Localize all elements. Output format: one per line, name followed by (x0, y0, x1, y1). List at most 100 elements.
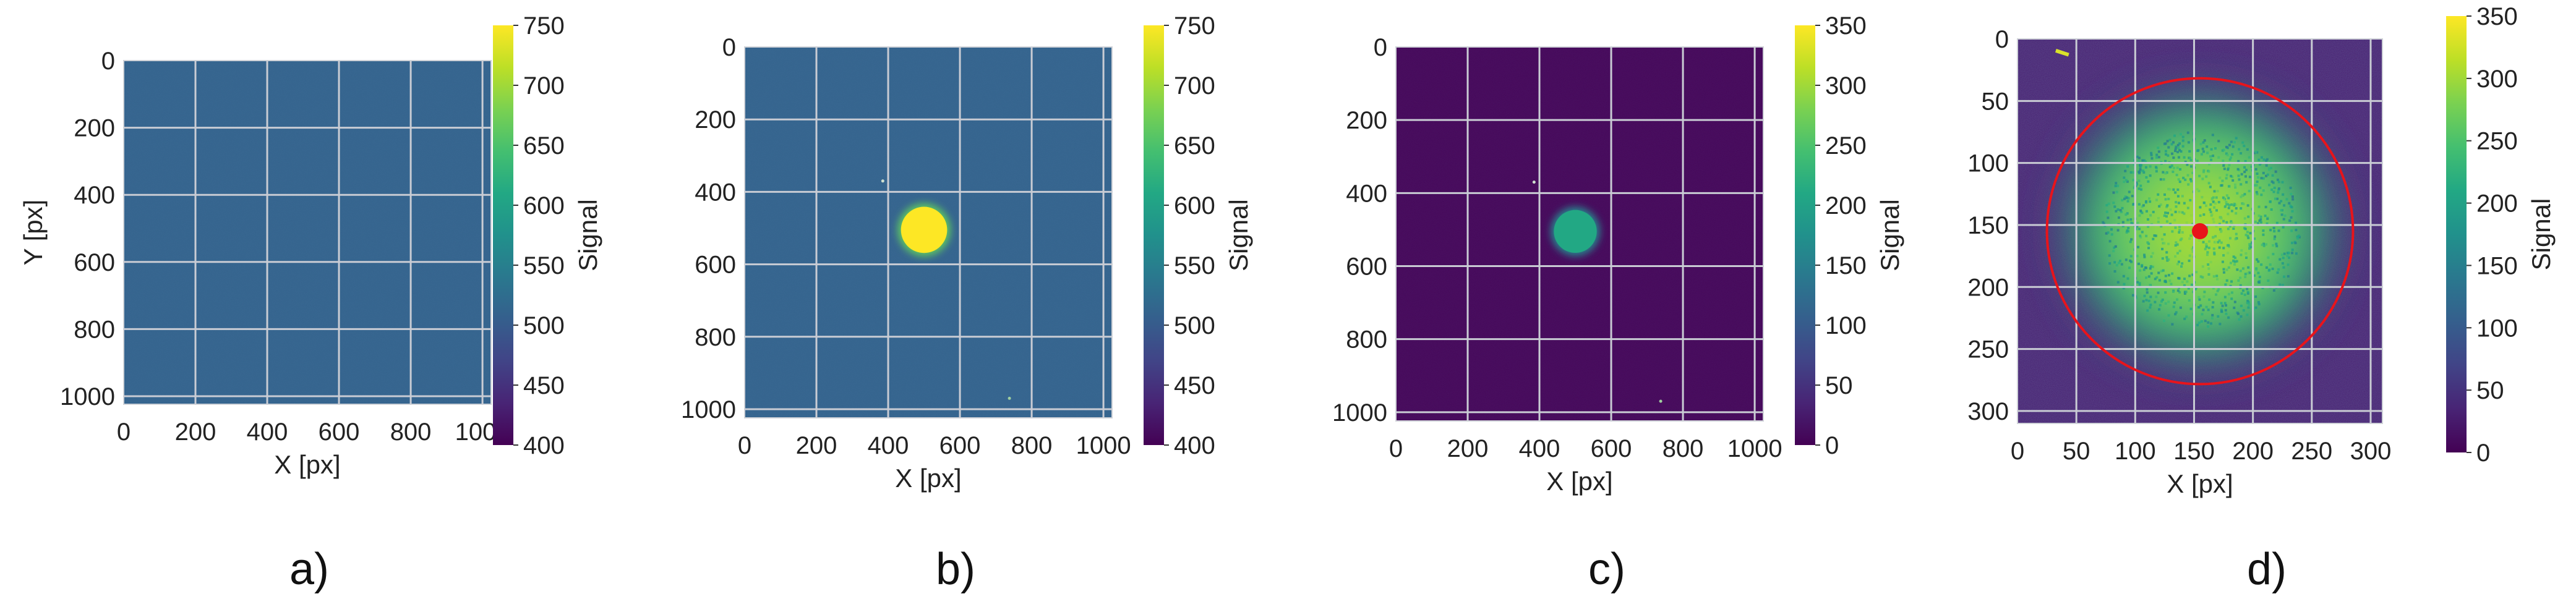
speckle-pixel (2214, 240, 2217, 244)
speckle-pixel (2139, 184, 2142, 187)
speckle-pixel (2250, 165, 2253, 168)
speckle-pixel (2273, 237, 2276, 240)
speckle-pixel (2190, 228, 2193, 231)
speckle-pixel (2266, 158, 2269, 161)
speckle-pixel (2152, 211, 2155, 214)
speckle-pixel (2125, 213, 2128, 216)
speckle-pixel (2167, 314, 2170, 317)
speckle-pixel (2220, 230, 2223, 233)
speckle-pixel (2241, 194, 2244, 197)
speckle-pixel (2174, 150, 2177, 153)
speckle-pixel (2280, 253, 2283, 257)
speckle-pixel (2279, 258, 2282, 261)
speckle-pixel (2191, 248, 2194, 251)
speckle-pixel (2178, 180, 2181, 184)
speckle-pixel (2112, 202, 2115, 205)
speckle-pixel (2256, 222, 2259, 225)
speckle-pixel (2149, 304, 2152, 307)
speckle-pixel (2232, 145, 2235, 148)
speckle-pixel (2123, 180, 2126, 184)
speckle-pixel (2191, 250, 2194, 253)
speckle-pixel (2162, 269, 2165, 272)
speckle-pixel (2165, 171, 2168, 174)
speckle-pixel (2272, 190, 2275, 193)
colorbar (2446, 16, 2467, 452)
speckle-pixel (2195, 271, 2198, 274)
speckle-pixel (2110, 228, 2113, 231)
colorbar-tick-label: 450 (1174, 372, 1215, 399)
speckle-pixel (2121, 221, 2125, 224)
colorbar-tick-label: 700 (523, 72, 565, 100)
speckle-pixel (2162, 171, 2165, 174)
speckle-pixel (2170, 143, 2173, 146)
speckle-pixel (2212, 218, 2215, 221)
speckle-pixel (2223, 302, 2227, 305)
speckle-pixel (2211, 313, 2214, 316)
speckle-pixel (2282, 193, 2285, 196)
speckle-pixel (2212, 236, 2215, 239)
speckle-pixel (2134, 227, 2137, 231)
speckle-pixel (2210, 214, 2213, 217)
speckle-pixel (2244, 234, 2248, 237)
hot-pixel (881, 179, 884, 183)
speckle-pixel (2161, 298, 2164, 301)
speckle-pixel (2138, 172, 2141, 175)
speckle-pixel (2116, 281, 2120, 284)
speckle-pixel (2167, 300, 2170, 304)
speckle-pixel (2186, 280, 2189, 283)
speckle-pixel (2291, 195, 2294, 198)
speckle-pixel (2164, 302, 2167, 305)
speckle-pixel (2129, 255, 2133, 258)
speckle-pixel (2254, 150, 2257, 153)
speckle-pixel (2255, 268, 2258, 271)
speckle-pixel (2225, 200, 2228, 203)
speckle-pixel (2150, 255, 2153, 258)
speckle-pixel (2226, 153, 2229, 156)
speckle-pixel (2240, 172, 2243, 176)
panel-label: b) (936, 545, 975, 594)
y-tick-label: 1000 (60, 383, 115, 410)
speckle-pixel (2266, 222, 2269, 225)
x-tick-label: 800 (390, 418, 432, 446)
speckle-pixel (2186, 206, 2189, 210)
speckle-pixel (2206, 145, 2209, 148)
speckle-pixel (2175, 201, 2178, 204)
speckle-pixel (2167, 274, 2170, 277)
speckle-pixel (2191, 171, 2194, 174)
speckle-pixel (2202, 308, 2205, 312)
speckle-pixel (2133, 203, 2136, 206)
speckle-pixel (2267, 279, 2270, 282)
speckle-pixel (2234, 237, 2237, 240)
speckle-pixel (2137, 171, 2141, 174)
speckle-pixel (2199, 275, 2202, 278)
speckle-pixel (2262, 177, 2265, 180)
speckle-pixel (2237, 312, 2240, 315)
speckle-pixel (2157, 193, 2160, 196)
speckle-pixel (2170, 282, 2173, 286)
speckle-pixel (2149, 200, 2152, 203)
speckle-pixel (2176, 252, 2180, 255)
speckle-pixel (2272, 181, 2275, 184)
speckle-pixel (2221, 304, 2224, 307)
speckle-pixel (2205, 175, 2208, 178)
speckle-pixel (2197, 306, 2201, 309)
speckle-pixel (2233, 204, 2236, 207)
speckle-pixel (2209, 155, 2212, 158)
speckle-pixel (2145, 299, 2148, 302)
speckle-pixel (2210, 197, 2214, 200)
speckle-pixel (2248, 156, 2251, 159)
speckle-pixel (2296, 237, 2300, 240)
speckle-pixel (2146, 218, 2149, 221)
speckle-pixel (2145, 210, 2148, 213)
speckle-pixel (2139, 236, 2142, 239)
colorbar-tick-label: 100 (2476, 315, 2518, 342)
speckle-pixel (2243, 166, 2246, 169)
speckle-pixel (2196, 159, 2199, 163)
speckle-pixel (2240, 151, 2243, 155)
speckle-pixel (2175, 205, 2178, 208)
speckle-pixel (2177, 156, 2180, 159)
speckle-pixel (2244, 256, 2248, 259)
y-tick-label: 100 (1967, 150, 2009, 177)
y-tick-label: 600 (1346, 253, 1387, 280)
